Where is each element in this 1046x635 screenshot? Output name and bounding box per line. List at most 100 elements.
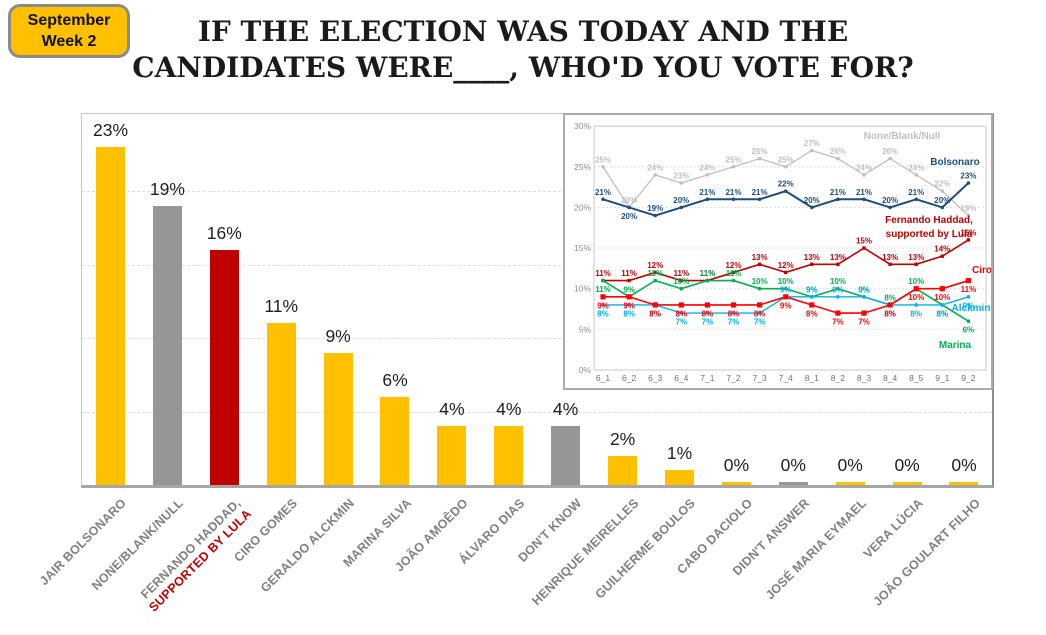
marker-dot: [757, 286, 762, 291]
point-data-label: 27%: [804, 139, 820, 148]
marker-dot: [940, 205, 945, 210]
point-data-label: 15%: [856, 237, 872, 246]
bar-value-label: 4%: [439, 399, 465, 420]
marker-dot: [653, 213, 657, 218]
marker-square: [861, 310, 867, 316]
bar-value-label: 1%: [666, 443, 693, 464]
series-name-label: Bolsonaro: [930, 157, 979, 168]
marker-dot: [966, 319, 971, 324]
point-data-label: 10%: [778, 277, 794, 286]
point-data-label: 9%: [832, 285, 844, 294]
category-label: JOÃO GOULART FILHO: [870, 496, 983, 609]
marker-dot: [731, 311, 736, 315]
bar-chart-plot-area: 23% 19% 16% 11% 9% 6% 4% 4% 4% 2% 1% 0% 0% 0% 0% 0%: [81, 113, 994, 488]
point-data-label: 21%: [752, 188, 768, 197]
series-name-label: None/Blank/Null: [864, 131, 941, 142]
bar: [266, 323, 296, 485]
inset-x-tick-label: 8_4: [883, 373, 897, 383]
point-data-label: 12%: [725, 261, 741, 270]
marker-square-small: [966, 238, 971, 242]
point-data-label: 9%: [858, 285, 870, 294]
point-data-label: 7%: [858, 318, 870, 327]
marker-square: [965, 277, 971, 284]
point-data-label: 8%: [884, 293, 896, 302]
bar: [437, 426, 467, 485]
marker-dot: [601, 164, 605, 169]
series-name-label: supported by Lula: [886, 229, 973, 240]
inset-x-tick-label: 8_3: [857, 373, 871, 383]
point-data-label: 8%: [754, 309, 766, 318]
badge-week: Week 2: [41, 33, 97, 50]
bar-value-label: 0%: [723, 454, 750, 475]
point-data-label: 9%: [963, 301, 975, 310]
marker-dot: [627, 303, 631, 307]
point-data-label: 9%: [597, 301, 609, 310]
point-data-label: 21%: [725, 188, 741, 197]
marker-square-small: [940, 254, 944, 258]
bar-value-label: 2%: [609, 428, 636, 449]
point-data-label: 11%: [647, 269, 663, 278]
category-label-text: GERALDO ALCKMIN: [257, 496, 357, 596]
bar-value-label: 4%: [496, 399, 522, 420]
point-data-label: 9%: [623, 301, 635, 310]
marker-dot: [862, 173, 866, 177]
bar: [778, 481, 808, 485]
category-label: GUILHERME BOULOS: [593, 496, 699, 602]
point-data-label: 8%: [884, 309, 896, 318]
marker-square-small: [914, 262, 918, 267]
bar: [95, 146, 125, 485]
bar-value-label: 4%: [553, 399, 579, 420]
marker-square: [600, 294, 606, 300]
marker-dot: [836, 295, 840, 299]
point-data-label: 11%: [961, 285, 977, 294]
date-badge: September Week 2: [8, 4, 130, 58]
point-data-label: 20%: [804, 196, 820, 205]
marker-dot: [836, 286, 840, 291]
inset-x-tick-label: 7_3: [753, 373, 767, 383]
point-data-label: 13%: [882, 253, 898, 262]
point-data-label: 11%: [700, 269, 716, 278]
marker-dot: [940, 303, 945, 307]
marker-dot: [810, 148, 814, 153]
category-label: HENRIQUE MEIRELLES: [529, 496, 641, 608]
marker-dot: [836, 197, 840, 202]
series-name-label: Ciro: [972, 265, 991, 276]
category-label: JOSÉ MARIA EYMAEL: [763, 496, 870, 603]
point-data-label: 24%: [908, 163, 924, 172]
bar-value-label: 23%: [92, 119, 129, 140]
category-label-text: GUILHERME BOULOS: [592, 496, 699, 602]
bar: [892, 481, 922, 485]
point-data-label: 9%: [806, 285, 818, 294]
point-data-label: 23%: [960, 172, 976, 181]
marker-square-small: [836, 262, 840, 267]
point-data-label: 19%: [647, 204, 663, 213]
point-data-label: 11%: [595, 285, 611, 294]
bar-value-label: 0%: [894, 454, 920, 475]
inset-x-tick-label: 7_4: [779, 373, 793, 383]
marker-dot: [862, 197, 866, 202]
point-data-label: 8%: [676, 309, 688, 318]
marker-dot: [966, 213, 971, 218]
series-name-label: Fernando Haddad,: [885, 215, 973, 226]
chart-title-line1: IF THE ELECTION WAS TODAY AND THE: [197, 15, 849, 48]
category-label-text: FERNANDO HADDAD,: [137, 496, 244, 602]
marker-dot: [731, 164, 736, 169]
bar: [721, 481, 751, 485]
point-data-label: 8%: [910, 309, 922, 318]
marker-square: [704, 302, 710, 308]
point-data-label: 8%: [806, 309, 818, 318]
bar-value-label: 16%: [206, 222, 242, 243]
marker-dot: [966, 181, 971, 185]
series-name-label: Marina: [939, 340, 972, 351]
point-data-label: 26%: [752, 147, 768, 156]
point-data-label: 12%: [778, 261, 794, 270]
gridline: [82, 264, 992, 266]
marker-dot: [679, 286, 684, 291]
marker-dot: [601, 303, 605, 307]
marker-square: [809, 302, 815, 308]
bar: [323, 352, 353, 485]
bar: [664, 470, 694, 485]
inset-x-tick-label: 8_1: [805, 373, 819, 383]
point-data-label: 20%: [621, 212, 637, 221]
